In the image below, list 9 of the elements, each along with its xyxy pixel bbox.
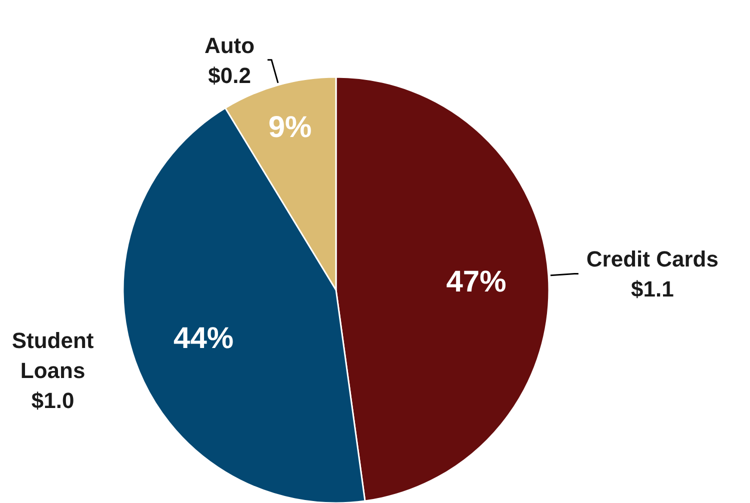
data-label: $1.1 [631,276,674,302]
data-label: $0.2 [208,62,251,88]
text: 47% [446,265,506,298]
slice-label: Student Loans [12,328,94,384]
text: 44% [174,322,234,356]
data-label: $1.0 [31,388,74,414]
slice-label: Auto [204,32,255,58]
text: 9% [268,110,312,144]
slice-label: Credit Cards [586,246,718,272]
